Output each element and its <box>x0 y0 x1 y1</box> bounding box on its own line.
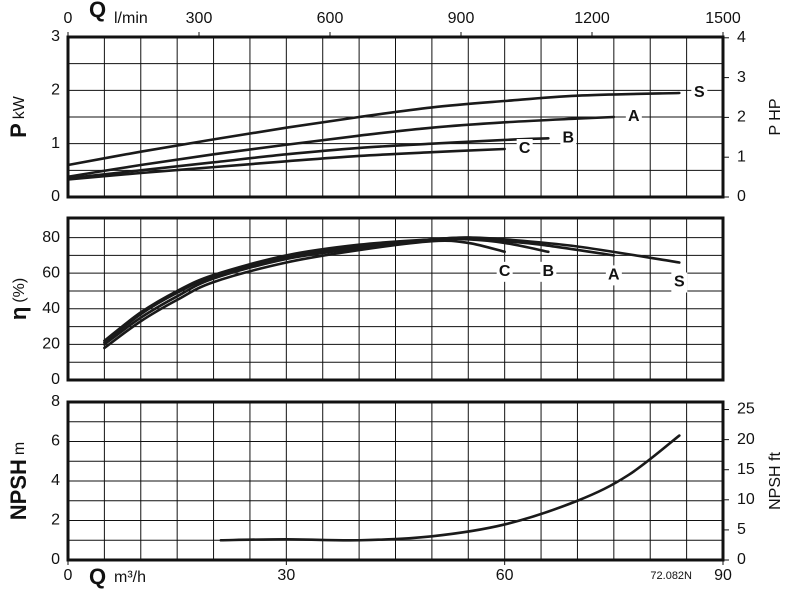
curve <box>66 115 616 179</box>
x-axis-symbol: Q <box>89 564 106 589</box>
series-label-bg <box>560 128 577 149</box>
x-axis-label: m³/h <box>114 569 146 586</box>
curve <box>66 91 681 167</box>
series-label: S <box>674 274 685 291</box>
x-tick-label: 90 <box>714 567 732 584</box>
curve <box>66 137 550 180</box>
y-tick-label: 2 <box>51 512 60 529</box>
y2-tick-label: 0 <box>737 188 746 205</box>
series-label: C <box>519 140 531 157</box>
plot-frame <box>66 400 725 562</box>
series-label: A <box>628 108 640 125</box>
x2-axis-label: l/min <box>114 10 148 27</box>
curve <box>66 147 506 181</box>
y-tick-label: 40 <box>42 300 60 317</box>
y-tick-label: 2 <box>51 82 60 99</box>
x2-axis-symbol: Q <box>89 0 106 22</box>
y-tick-label: 6 <box>51 433 60 450</box>
series-label: C <box>499 263 511 280</box>
y-tick-label: 3 <box>51 28 60 45</box>
series-label-bg <box>540 261 557 282</box>
y2-tick-label: 5 <box>737 521 746 538</box>
y-tick-label: 0 <box>51 188 60 205</box>
y-axis-unit: m <box>11 442 28 455</box>
y-axis-symbol: NPSH <box>6 459 31 520</box>
y-axis-symbol: η <box>6 307 31 320</box>
series-label-bg <box>625 107 642 127</box>
y2-tick-label: 1 <box>737 148 746 165</box>
y-axis-label: NPSH m <box>6 442 31 520</box>
series-label-bg <box>516 139 533 159</box>
y2-tick-label: 3 <box>737 69 746 86</box>
y-axis-label: η (%) <box>6 278 31 320</box>
plot-frame <box>66 35 725 199</box>
y-axis-symbol: P <box>6 123 31 138</box>
y2-tick-label: 15 <box>737 461 755 478</box>
y-tick-label: 8 <box>51 393 60 410</box>
x2-tick-label: 1200 <box>574 10 610 27</box>
y2-axis-label: NPSH ft <box>767 452 784 510</box>
curve <box>219 434 681 542</box>
series-label-bg <box>671 272 688 293</box>
y-axis-label: PkW <box>6 95 31 138</box>
y2-tick-label: 4 <box>737 29 746 46</box>
y2-tick-label: 25 <box>737 401 755 418</box>
y2-tick-label: 0 <box>737 551 746 568</box>
x-tick-label: 60 <box>496 567 514 584</box>
curve <box>103 236 616 344</box>
y2-tick-label: 10 <box>737 491 755 508</box>
y-tick-label: 1 <box>51 135 60 152</box>
plot-frame <box>66 216 725 382</box>
y-axis-unit: (%) <box>11 278 28 303</box>
y-tick-label: 80 <box>42 229 60 246</box>
y2-tick-label: 20 <box>737 431 755 448</box>
curve <box>103 236 681 343</box>
series-label-bg <box>496 261 513 282</box>
series-label-bg <box>691 83 708 103</box>
y-tick-label: 20 <box>42 336 60 353</box>
series-label: A <box>608 267 620 284</box>
x2-tick-label: 0 <box>64 10 73 27</box>
x-tick-label: 0 <box>64 567 73 584</box>
curve <box>103 239 506 350</box>
y-tick-label: 4 <box>51 472 60 489</box>
curve <box>103 237 550 346</box>
x2-tick-label: 300 <box>186 10 213 27</box>
x-tick-label: 30 <box>277 567 295 584</box>
series-label: S <box>694 84 705 101</box>
y-axis-unit: kW <box>11 95 28 119</box>
series-label: B <box>543 263 555 280</box>
series-label-bg <box>605 265 622 286</box>
y-tick-label: 0 <box>51 371 60 388</box>
x2-tick-label: 900 <box>448 10 475 27</box>
series-label: B <box>563 130 575 147</box>
annotation: 72.082N <box>650 570 692 582</box>
y-tick-label: 0 <box>51 551 60 568</box>
x2-tick-label: 1500 <box>705 10 741 27</box>
y-tick-label: 60 <box>42 264 60 281</box>
y2-tick-label: 2 <box>737 109 746 126</box>
y2-axis-label: P HP <box>767 98 784 135</box>
x2-tick-label: 600 <box>317 10 344 27</box>
